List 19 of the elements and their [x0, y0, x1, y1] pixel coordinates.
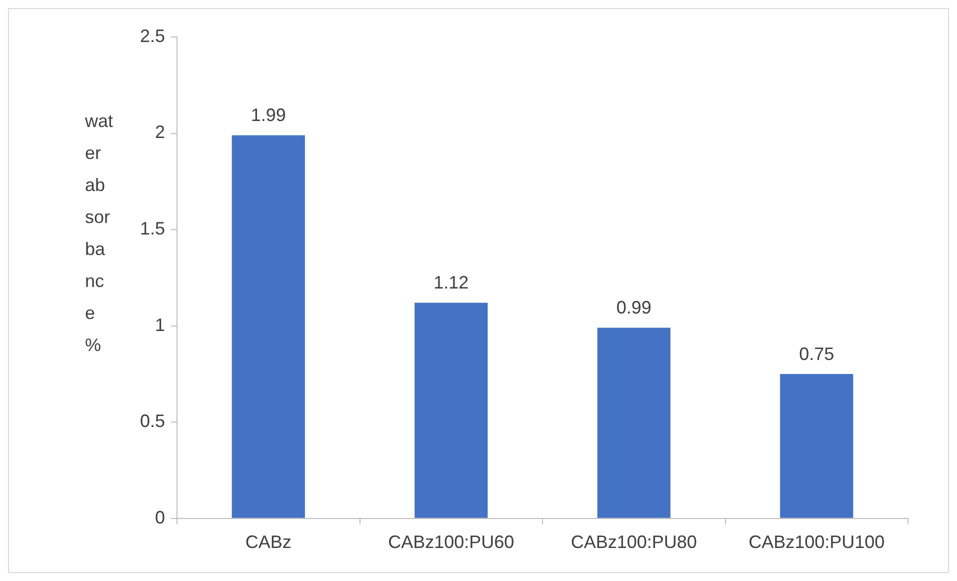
x-tick-label: CABz100:PU100 [748, 532, 885, 552]
bar [597, 328, 670, 518]
y-tick-label: 0.5 [140, 411, 166, 432]
x-tick-label: CABz [245, 532, 292, 552]
x-tick-label: CABz100:PU80 [570, 532, 697, 552]
y-tick-label: 1 [155, 314, 166, 335]
data-label: 1.12 [434, 272, 469, 293]
y-tick-label: 1.5 [140, 218, 166, 239]
bar [414, 302, 488, 518]
y-tick-label: 2 [155, 122, 166, 142]
data-label: 0.75 [799, 344, 834, 364]
data-label: 0.99 [616, 298, 652, 318]
y-tick-label: 0 [155, 507, 166, 528]
bar [780, 374, 854, 518]
x-tick-label: CABz100:PU60 [388, 532, 514, 552]
y-axis-title: water absorbance % [85, 110, 114, 357]
y-tick-label: 2.5 [140, 26, 166, 46]
bar [232, 135, 305, 518]
data-label: 1.99 [250, 105, 286, 126]
